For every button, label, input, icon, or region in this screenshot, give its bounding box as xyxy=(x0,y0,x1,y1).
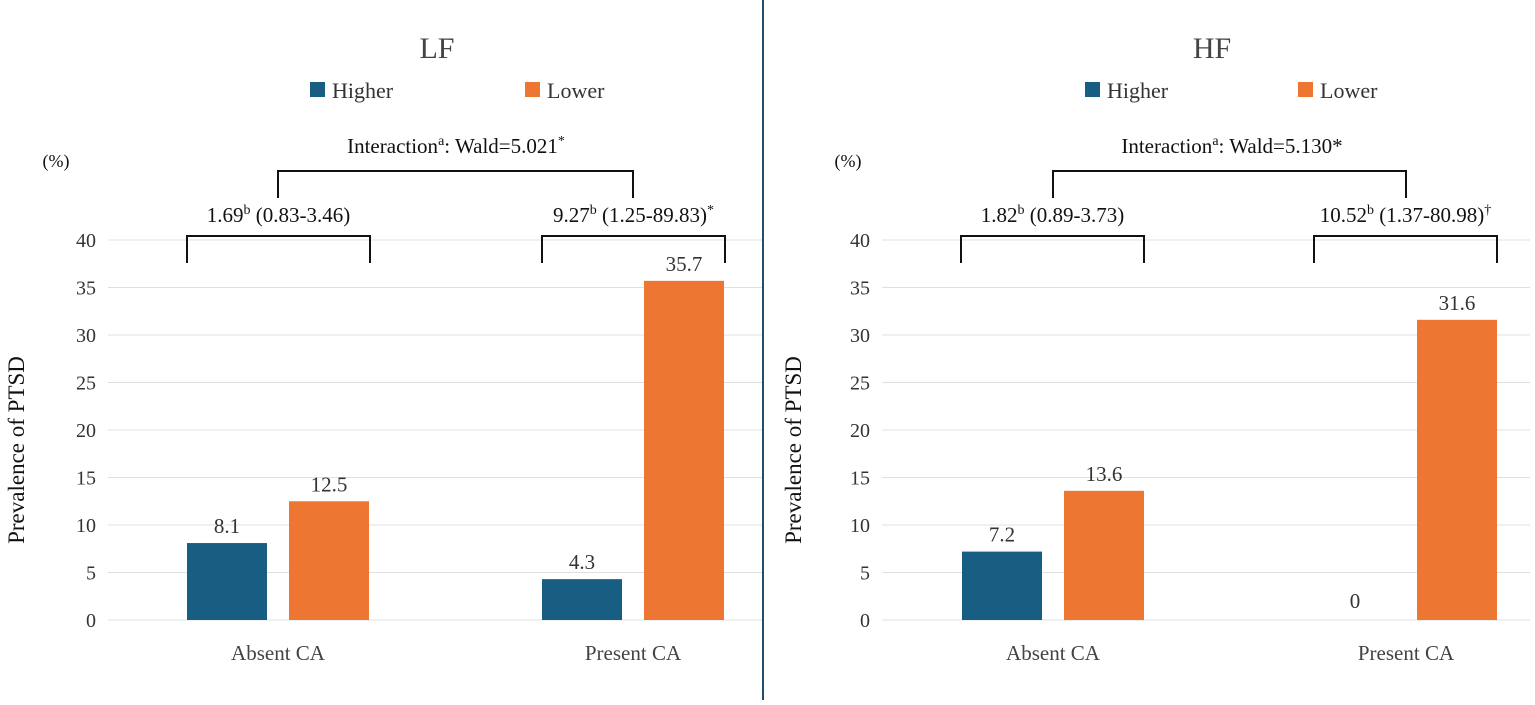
data-label: 4.3 xyxy=(569,550,595,574)
y-tick-label: 35 xyxy=(76,278,96,300)
y-tick-label: 15 xyxy=(76,468,96,490)
y-tick-label: 40 xyxy=(850,230,870,252)
interaction-bracket xyxy=(277,170,634,198)
legend-swatch-higher xyxy=(310,82,325,97)
y-tick-label: 25 xyxy=(76,373,96,395)
y-tick-label: 40 xyxy=(76,230,96,252)
data-label: 0 xyxy=(1350,589,1361,613)
y-tick-label: 35 xyxy=(850,278,870,300)
annotation-part: (1.25-89.83) xyxy=(597,203,707,227)
annotation-part: 10.52 xyxy=(1320,203,1367,227)
group-bracket xyxy=(960,235,1145,263)
superscript: b xyxy=(244,203,251,218)
annotation-part: Interaction xyxy=(347,134,438,158)
y-tick-label: 0 xyxy=(86,610,96,632)
bar-higher-absent-ca xyxy=(962,551,1042,620)
bar-lower-present-ca xyxy=(644,280,724,620)
superscript: † xyxy=(1484,203,1491,218)
legend-label-lower: Lower xyxy=(1320,78,1378,103)
legend-swatch-higher xyxy=(1085,82,1100,97)
legend-swatch-lower xyxy=(1298,82,1313,97)
y-tick-label: 20 xyxy=(76,420,96,442)
group-bracket xyxy=(1313,235,1498,263)
annotation-part: Interaction xyxy=(1121,134,1212,158)
group-annotation: 1.69b (0.83-3.46) xyxy=(207,203,350,227)
legend-swatch-lower xyxy=(525,82,540,97)
bar-lower-absent-ca xyxy=(1064,490,1144,620)
bar-lower-present-ca xyxy=(1417,319,1497,620)
bar-higher-present-ca xyxy=(542,579,622,620)
group-bracket xyxy=(541,235,726,263)
y-tick-label: 5 xyxy=(86,563,96,585)
annotation-part: 1.82 xyxy=(981,203,1018,227)
annotation-part: : Wald=5.130* xyxy=(1219,134,1343,158)
data-label: 7.2 xyxy=(989,523,1015,547)
group-annotation: 10.52b (1.37-80.98)† xyxy=(1320,203,1491,227)
y-tick-label: 10 xyxy=(76,515,96,537)
group-bracket xyxy=(186,235,371,263)
y-tick-label: 30 xyxy=(76,325,96,347)
annotation-part: (1.37-80.98) xyxy=(1374,203,1484,227)
superscript: b xyxy=(590,203,597,218)
x-category-label: Present CA xyxy=(585,641,682,665)
superscript: b xyxy=(1018,203,1025,218)
x-category-label: Absent CA xyxy=(1006,641,1101,665)
interaction-annotation: Interactiona: Wald=5.021* xyxy=(347,134,565,158)
y-tick-label: 25 xyxy=(850,373,870,395)
chart-title: LF xyxy=(419,32,454,65)
data-label: 13.6 xyxy=(1086,462,1123,486)
y-tick-label: 5 xyxy=(860,563,870,585)
data-label: 35.7 xyxy=(666,252,703,276)
annotation-part: 9.27 xyxy=(553,203,590,227)
group-annotation: 1.82b (0.89-3.73) xyxy=(981,203,1124,227)
x-category-label: Present CA xyxy=(1358,641,1455,665)
interaction-bracket xyxy=(1052,170,1407,198)
superscript: a xyxy=(438,134,445,149)
x-category-label: Absent CA xyxy=(231,641,326,665)
data-label: 8.1 xyxy=(214,514,240,538)
superscript: * xyxy=(707,203,714,218)
superscript: * xyxy=(558,134,565,149)
annotation-part: 1.69 xyxy=(207,203,244,227)
y-unit-label: (%) xyxy=(43,151,70,172)
bar-higher-absent-ca xyxy=(187,543,267,620)
data-label: 31.6 xyxy=(1439,291,1476,315)
legend-label-higher: Higher xyxy=(332,78,394,103)
bar-lower-absent-ca xyxy=(289,501,369,620)
y-axis-label: Prevalence of PTSD xyxy=(4,356,29,544)
legend-label-higher: Higher xyxy=(1107,78,1169,103)
y-tick-label: 0 xyxy=(860,610,870,632)
annotation-part: (0.83-3.46) xyxy=(251,203,351,227)
group-annotation: 9.27b (1.25-89.83)* xyxy=(553,203,714,227)
legend-label-lower: Lower xyxy=(547,78,605,103)
y-tick-label: 20 xyxy=(850,420,870,442)
y-axis-label: Prevalence of PTSD xyxy=(781,356,806,544)
annotation-part: : Wald=5.021 xyxy=(444,134,558,158)
superscript: a xyxy=(1212,134,1219,149)
interaction-annotation: Interactiona: Wald=5.130* xyxy=(1121,134,1342,158)
data-label: 12.5 xyxy=(311,472,348,496)
y-tick-label: 15 xyxy=(850,468,870,490)
y-tick-label: 30 xyxy=(850,325,870,347)
superscript: b xyxy=(1367,203,1374,218)
y-unit-label: (%) xyxy=(835,151,862,172)
y-tick-label: 10 xyxy=(850,515,870,537)
chart-title: HF xyxy=(1193,32,1231,65)
annotation-part: (0.89-3.73) xyxy=(1025,203,1125,227)
